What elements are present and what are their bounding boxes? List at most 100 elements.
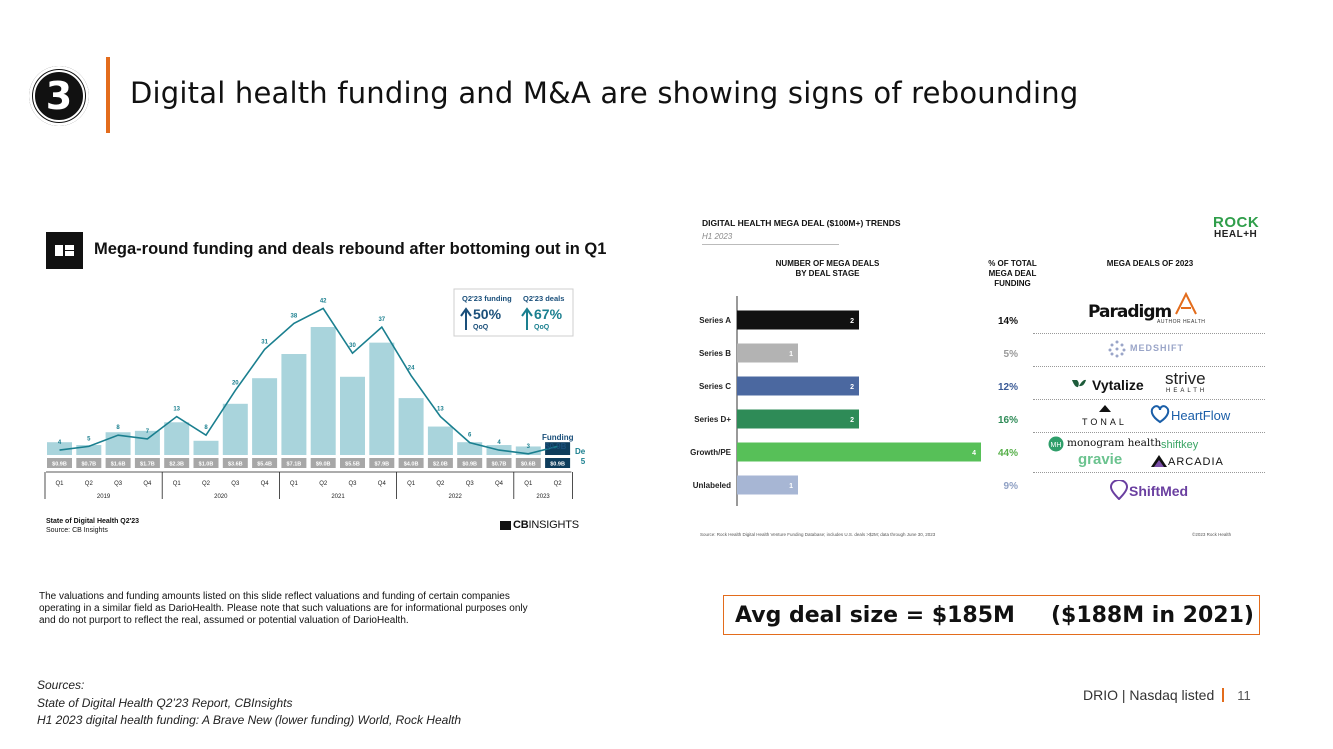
deals-value-label: 8 [116,425,120,431]
monogram-health-logo: monogram health [1067,437,1162,449]
svg-text:MH: MH [1051,442,1062,449]
funding-label-bg [193,458,219,468]
funding-bar [134,430,160,455]
quarter-tick-label: Q1 [173,481,182,487]
tonal-logo-icon [1099,405,1111,412]
funding-value-label: $7.9B [374,462,389,468]
funding-label-bg [486,458,512,468]
shiftmed-logo: ShiftMed [1129,483,1189,499]
mega-deal-stage-chart: Series A 2 14% Series B 1 5% Series C 2 12% Serie… [690,296,1019,506]
deals-value-label: 37 [378,317,385,323]
paradigm-logo: Paradigm [1088,302,1172,322]
stage-label: Series B [699,349,731,358]
stage-bar-value: 4 [972,450,976,457]
source-cbinsights: State of Digital Health Q2’23 Report, CB… [37,695,293,710]
funding-bar [545,442,571,455]
author-health-logo-icon [1175,292,1197,315]
callout-deals-label: Q2'23 deals [523,294,564,303]
strive-health-logo: HEALTH [1166,388,1208,394]
stage-bar [737,409,859,429]
funding-label-bg [252,458,278,468]
funding-bar [369,342,395,455]
deals-value-label: 7 [146,429,150,435]
deals-value-label: 4 [58,440,62,446]
callout-funding-label: Q2'23 funding [462,294,512,303]
funding-value-label: $0.9B [52,462,67,468]
arcadia-logo: ARCADIA [1168,456,1224,468]
end-funding-label: Funding [542,433,574,442]
subtitle-divider [702,244,839,245]
logo-divider [1033,472,1265,473]
rock-health-logo-bottom: HEAL+H [1214,229,1258,240]
stage-bar-value: 1 [789,351,793,358]
stage-label: Growth/PE [690,448,732,457]
rh-chart-title: DIGITAL HEALTH MEGA DEAL ($100M+) TRENDS [702,218,901,228]
funding-bar [398,398,424,455]
funding-label-bg [134,458,160,468]
left-chart-title: Mega-round funding and deals rebound aft… [94,240,607,258]
callout-deals-qoq: QoQ [534,324,550,331]
funding-bar [310,327,336,455]
deals-value-label: 42 [320,298,327,304]
funding-value-label: $0.9B [550,462,565,468]
year-tick-label: 2020 [214,494,228,500]
funding-bar [164,422,190,455]
callout-deals-value: 67% [534,306,563,322]
quarter-tick-label: Q2 [554,481,563,487]
funding-bar [193,440,219,455]
medshift-logo-icon [1108,340,1126,358]
year-tick-label: 2023 [536,494,550,500]
year-tick-label: 2022 [449,494,463,500]
chart-icon [46,232,83,269]
stage-pct-label: 44% [998,448,1018,459]
quarter-tick-label: Q3 [466,481,475,487]
logo-divider [1033,333,1265,334]
funding-bar [340,376,365,455]
end-deals-label: Deals [575,447,585,456]
cb-source: Source: CB Insights [46,527,108,534]
sources-heading: Sources: [37,678,85,692]
tonal-logo: TONAL [1082,417,1127,427]
funding-up-arrow-icon [460,307,472,330]
funding-bar [76,445,102,455]
author-health-logo: AUTHOR HEALTH [1157,319,1206,325]
qoq-callout-box [453,288,574,337]
stage-label: Unlabeled [693,481,731,490]
funding-value-label: $4.0B [404,462,419,468]
vytalize-logo-icon [1072,379,1086,388]
year-tick-label: 2021 [331,494,345,500]
medshift-logo: MEDSHIFT [1130,343,1184,353]
deals-value-label: 30 [349,343,356,349]
cb-source-title: State of Digital Health Q2'23 [46,518,140,525]
stage-pct-label: 12% [998,382,1018,393]
deals-value-label: 6 [468,433,472,439]
funding-bar [252,378,278,455]
stage-bar [737,376,859,396]
strive-logo: strive [1165,369,1206,388]
stage-bar [737,442,981,462]
deals-value-label: 4 [497,440,501,446]
stage-pct-label: 9% [1004,481,1019,492]
deals-value-label: 24 [408,366,415,372]
funding-value-label: $0.7B [492,462,507,468]
funding-value-label: $9.0B [316,462,331,468]
funding-label-bg [369,458,395,468]
funding-value-label: $0.9B [462,462,477,468]
footer-text: DRIO | Nasdaq listed [1083,687,1215,703]
mega-deals-header: MEGA DEALS OF 2023 [1106,259,1194,268]
quarter-tick-label: Q4 [261,481,270,487]
quarter-tick-label: Q1 [290,481,299,487]
funding-value-label: $1.7B [140,462,155,468]
quarter-tick-label: Q1 [55,481,64,487]
rh-copyright: ©2023 Rock Health [1192,532,1232,537]
quarter-tick-label: Q4 [378,481,387,487]
deals-value-label: 13 [173,407,180,413]
arcadia-logo-icon [1151,455,1167,467]
section-number-badge: 3 [29,66,89,126]
funding-value-label: $0.6B [521,462,536,468]
avg-deal-size-box: Avg deal size = $185M ($188M in 2021) [723,595,1260,635]
funding-value-label: $5.4B [257,462,272,468]
avg-deal-size: Avg deal size = $185M [735,602,1015,628]
funding-bar [281,354,307,455]
rock-health-logo-top: ROCK [1213,214,1260,231]
